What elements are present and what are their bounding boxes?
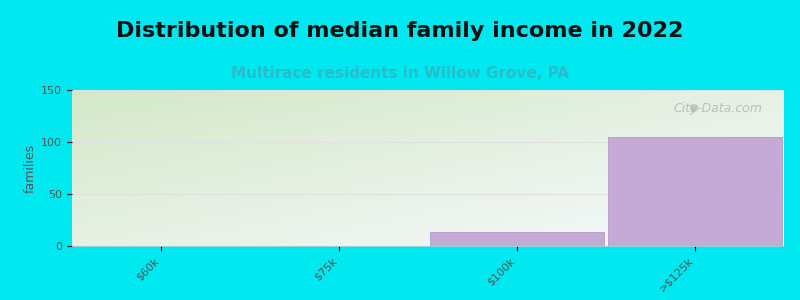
Text: Distribution of median family income in 2022: Distribution of median family income in …: [116, 21, 684, 41]
Text: ●: ●: [689, 103, 698, 112]
Text: Multirace residents in Willow Grove, PA: Multirace residents in Willow Grove, PA: [231, 66, 569, 81]
Y-axis label: families: families: [24, 143, 37, 193]
Bar: [608, 137, 782, 246]
Bar: [430, 232, 604, 246]
Text: City-Data.com: City-Data.com: [674, 103, 762, 116]
